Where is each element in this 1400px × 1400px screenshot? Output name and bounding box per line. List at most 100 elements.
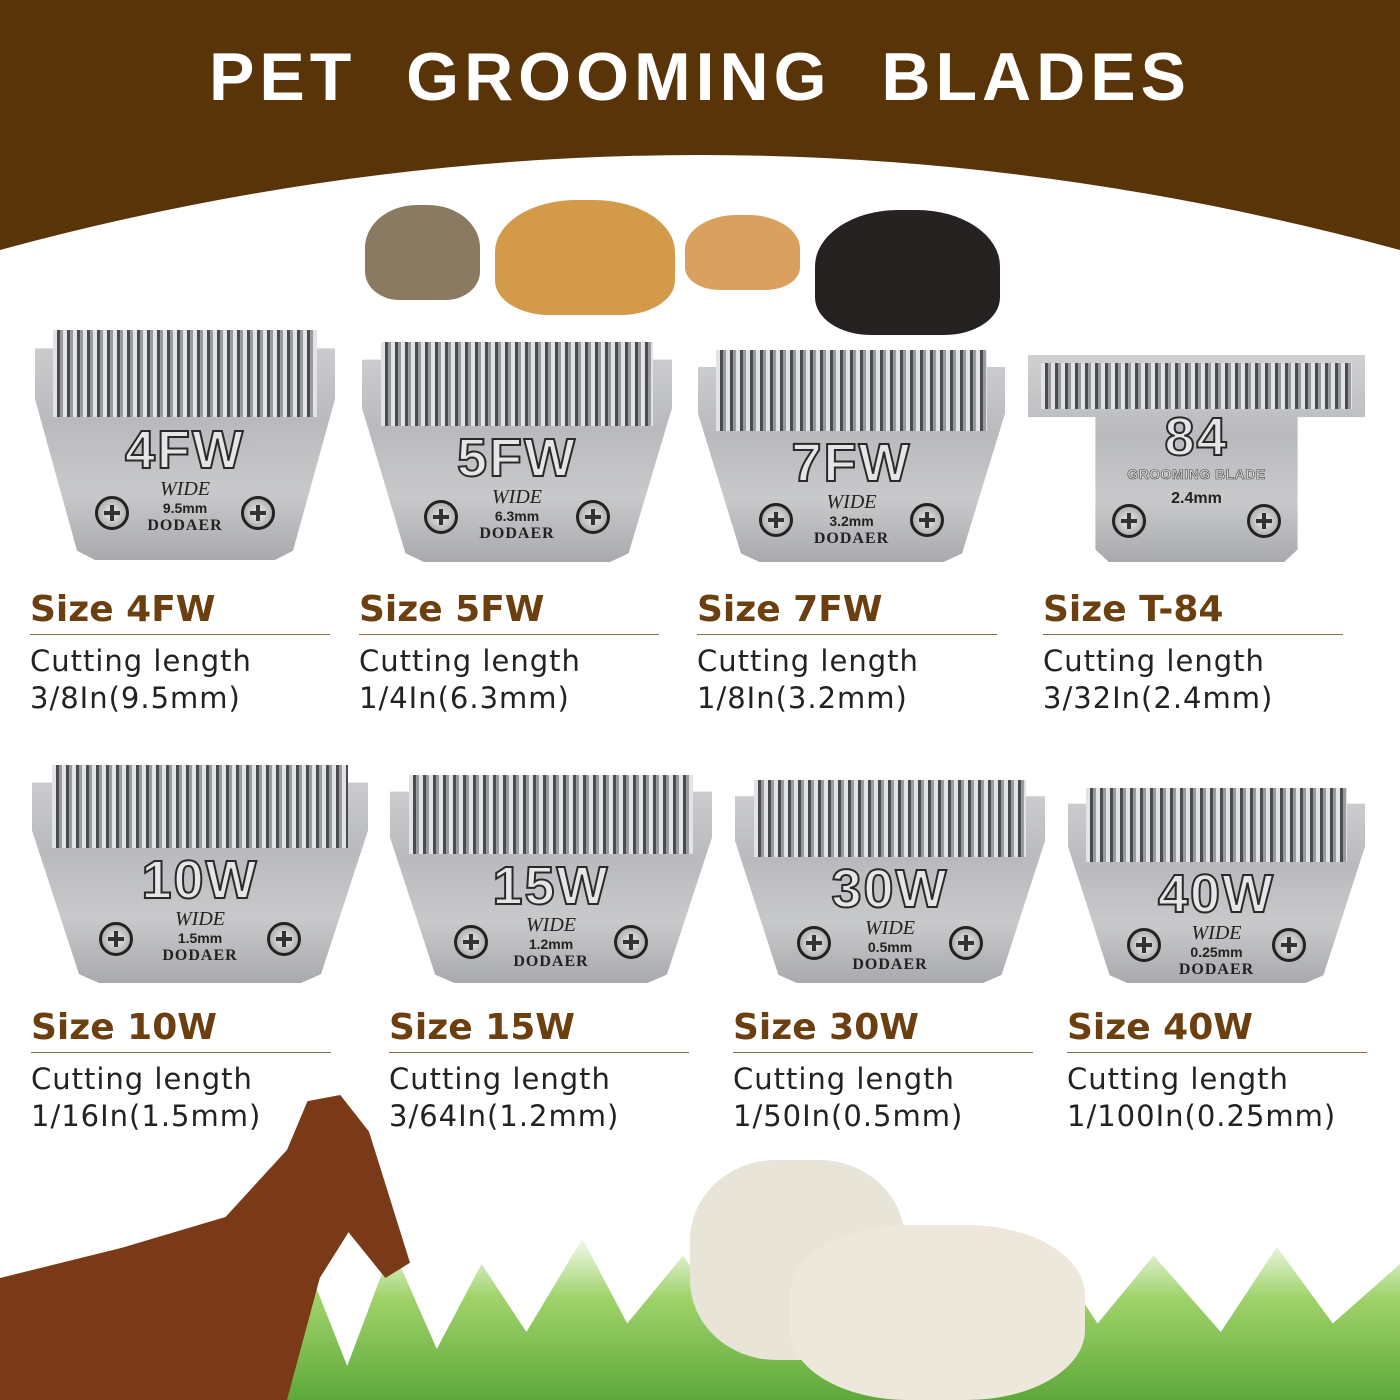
blade-label: Size 4FW Cutting length 3/8In(9.5mm) <box>30 588 330 717</box>
blade-label: Size 15W Cutting length 3/64In(1.2mm) <box>389 1006 689 1135</box>
blade-mm: 6.3mm <box>494 508 540 524</box>
blade-mm: 0.25mm <box>1190 944 1243 960</box>
blade-brand: DODAER <box>852 956 928 974</box>
screw-icon <box>949 926 983 961</box>
blade-teeth <box>380 342 654 426</box>
cutting-length-label: Cutting length <box>389 1062 611 1096</box>
blade-wide: WIDE <box>826 490 877 513</box>
blade-5fw-image: 5FW WIDE 6.3mm DODAER <box>362 342 672 562</box>
blade-mm: 3.2mm <box>829 512 874 529</box>
cutting-length-value: 1/16In(1.5mm) <box>31 1099 262 1133</box>
blade-label: Size 40W Cutting length 1/100In(0.25mm) <box>1067 1006 1367 1135</box>
pets-image <box>360 200 1010 335</box>
blade-teeth <box>53 330 317 418</box>
screw-icon <box>613 924 648 959</box>
blade-label: Size 5FW Cutting length 1/4In(6.3mm) <box>359 588 659 717</box>
screw-icon <box>99 921 134 956</box>
blade-text: 10W WIDE 1.5mm DODAER <box>32 850 368 965</box>
cutting-length-label: Cutting length <box>697 644 919 678</box>
size-label: Size 7FW <box>697 588 997 635</box>
cutting-length-value: 1/50In(0.5mm) <box>733 1099 964 1133</box>
cutting-length-label: Cutting length <box>359 644 581 678</box>
blade-10w-image: 10W WIDE 1.5mm DODAER <box>32 765 368 983</box>
blade-84-image: 84 GROOMING BLADE 2.4mm <box>1028 355 1365 562</box>
blade-wide: WIDE <box>865 917 915 940</box>
screw-icon <box>454 924 489 959</box>
blade-label: Size 10W Cutting length 1/16In(1.5mm) <box>31 1006 331 1135</box>
screw-icon <box>759 502 794 537</box>
blade-15w-image: 15W WIDE 1.2mm DODAER <box>390 775 712 983</box>
tabby-cat-image <box>365 205 480 300</box>
cutting-length-label: Cutting length <box>1043 644 1265 678</box>
blade-7fw-image: 7FW WIDE 3.2mm DODAER <box>698 350 1005 562</box>
blade-code: 7FW <box>791 432 912 493</box>
blade-text: 7FW WIDE 3.2mm DODAER <box>698 432 1005 548</box>
golden-retriever-image <box>495 200 675 315</box>
blade-code: 15W <box>491 856 610 917</box>
blade-text: 40W WIDE 0.25mm DODAER <box>1068 864 1365 979</box>
blade-brand: DODAER <box>813 529 890 547</box>
screw-icon <box>576 500 610 535</box>
black-white-dog-image <box>815 210 1000 335</box>
blade-brand: DODAER <box>513 953 589 971</box>
screw-icon <box>241 495 275 530</box>
blade-mm: 2.4mm <box>1171 489 1222 507</box>
cutting-length-value: 3/32In(2.4mm) <box>1043 681 1274 715</box>
blade-code: 10W <box>140 850 259 911</box>
cutting-length-label: Cutting length <box>733 1062 955 1096</box>
blade-label: Size 30W Cutting length 1/50In(0.5mm) <box>733 1006 1033 1135</box>
size-label: Size 15W <box>389 1006 689 1053</box>
blade-text: 15W WIDE 1.2mm DODAER <box>390 856 712 971</box>
screw-icon <box>797 926 831 961</box>
cutting-length-value: 1/100In(0.25mm) <box>1067 1099 1337 1133</box>
blade-code: 84 <box>1163 406 1229 467</box>
page-title: PET GROOMING BLADES <box>209 39 1191 115</box>
cutting-length-label: Cutting length <box>30 644 252 678</box>
blade-brand: DODAER <box>479 525 555 542</box>
blade-teeth <box>409 775 693 855</box>
size-label: Size 4FW <box>30 588 330 635</box>
size-label: Size 10W <box>31 1006 331 1053</box>
blade-30w-image: 30W WIDE 0.5mm DODAER <box>735 780 1045 983</box>
screw-icon <box>909 502 944 537</box>
blade-wide: WIDE <box>526 914 576 937</box>
blade-label: Size 7FW Cutting length 1/8In(3.2mm) <box>697 588 997 717</box>
cutting-length-label: Cutting length <box>1067 1062 1289 1096</box>
blade-4fw-image: 4FW WIDE 9.5mm DODAER <box>35 330 335 560</box>
blade-mm: 1.5mm <box>177 930 223 947</box>
size-label: Size 30W <box>733 1006 1033 1053</box>
blade-teeth <box>1085 788 1348 863</box>
size-label: Size 5FW <box>359 588 659 635</box>
blade-brand: DODAER <box>162 947 238 965</box>
cutting-length-value: 3/64In(1.2mm) <box>389 1099 620 1133</box>
blade-teeth <box>753 780 1027 858</box>
sheep-image <box>790 1225 1085 1400</box>
blade-text: 5FW WIDE 6.3mm DODAER <box>362 429 672 543</box>
screw-icon <box>1271 928 1306 963</box>
blade-teeth <box>52 765 348 848</box>
blade-code: 40W <box>1157 864 1276 924</box>
blade-text: 30W WIDE 0.5mm DODAER <box>735 859 1045 974</box>
cutting-length-value: 1/8In(3.2mm) <box>697 681 908 715</box>
blade-brand: DODAER <box>147 517 223 534</box>
blade-subtitle: GROOMING BLADE <box>1127 465 1266 483</box>
blade-text: 84 GROOMING BLADE 2.4mm <box>1028 406 1365 509</box>
blade-mm: 1.2mm <box>528 936 574 953</box>
orange-cat-image <box>685 215 800 290</box>
size-label: Size 40W <box>1067 1006 1367 1053</box>
screw-icon <box>266 921 301 956</box>
blade-brand: DODAER <box>1178 961 1255 978</box>
blade-mm: 9.5mm <box>162 500 208 516</box>
blade-teeth <box>716 350 987 431</box>
blade-label: Size T-84 Cutting length 3/32In(2.4mm) <box>1043 588 1343 717</box>
blade-code: 4FW <box>124 420 245 480</box>
screw-icon <box>1246 504 1281 539</box>
blade-code: 30W <box>830 859 949 920</box>
blade-wide: WIDE <box>175 908 225 931</box>
size-label: Size T-84 <box>1043 588 1343 635</box>
horse-image <box>0 1095 410 1400</box>
blade-wide: WIDE <box>492 486 542 508</box>
blade-teeth <box>1041 363 1352 409</box>
cutting-length-value: 1/4In(6.3mm) <box>359 681 570 715</box>
blade-mm: 0.5mm <box>867 939 913 956</box>
